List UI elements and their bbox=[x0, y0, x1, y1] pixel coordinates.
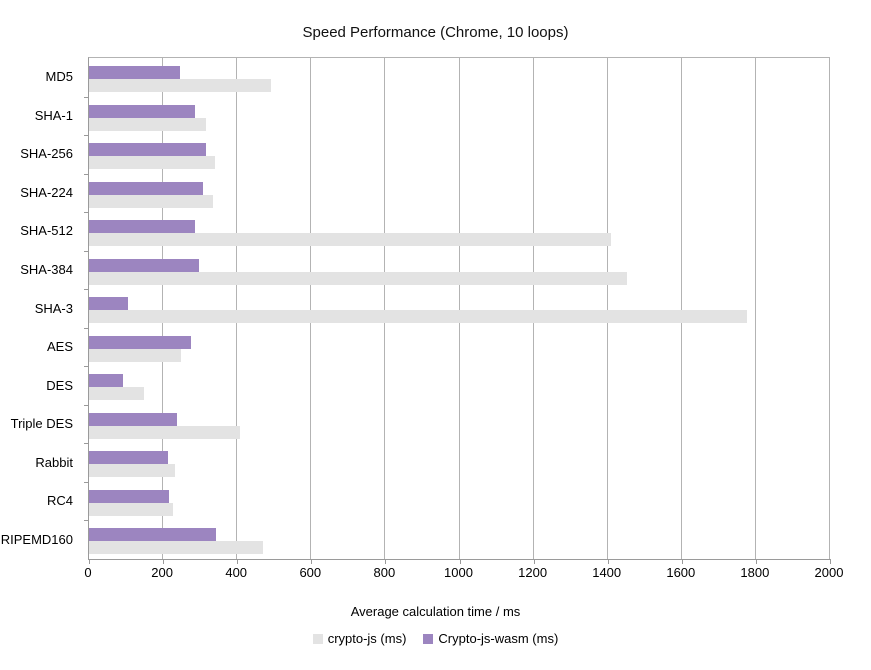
bar-crypto-js-wasm-SHA-384 bbox=[89, 259, 200, 272]
y-axis-tick bbox=[84, 405, 89, 406]
y-category-label-Triple DES: Triple DES bbox=[10, 416, 73, 431]
gridline-200 bbox=[162, 58, 164, 559]
bar-crypto-js-wasm-SHA-256 bbox=[89, 143, 207, 156]
x-tick-label-0: 0 bbox=[84, 565, 92, 580]
y-axis-category-labels: MD5 SHA-1 SHA-256 SHA-224 SHA-512 SHA-384 SHA-… bbox=[0, 57, 80, 558]
y-category-label-Rabbit: Rabbit bbox=[35, 455, 73, 470]
bar-crypto-js-wasm-AES bbox=[89, 336, 192, 349]
bar-crypto-js-RC4 bbox=[89, 503, 174, 516]
x-axis-tick-600 bbox=[311, 559, 313, 564]
y-category-label-MD5: MD5 bbox=[45, 69, 73, 84]
gridline-2000 bbox=[829, 58, 830, 559]
x-axis-title: Average calculation time / ms bbox=[350, 604, 521, 619]
bar-crypto-js-Triple DES bbox=[89, 426, 240, 439]
y-category-label-SHA-3: SHA-3 bbox=[34, 301, 73, 316]
gridline-1600 bbox=[680, 58, 682, 559]
x-axis-tick-0 bbox=[89, 559, 90, 564]
x-axis-tick-1800 bbox=[755, 559, 757, 564]
y-axis-tick bbox=[84, 212, 89, 213]
y-category-label-SHA-384: SHA-384 bbox=[20, 262, 73, 277]
x-axis-tick-1400 bbox=[607, 559, 609, 564]
x-axis-tick-labels: 0 200 400 600 800 1000 1200 1400 1600 1800 2000 bbox=[84, 565, 843, 581]
bar-crypto-js-SHA-1 bbox=[89, 118, 207, 131]
bar-crypto-js-MD5 bbox=[89, 79, 271, 92]
bar-crypto-js-wasm-SHA-512 bbox=[89, 220, 196, 233]
x-tick-label-400: 400 bbox=[225, 565, 248, 580]
y-axis-tick bbox=[84, 174, 89, 175]
y-axis-tick bbox=[84, 443, 89, 444]
bar-crypto-js-SHA-512 bbox=[89, 233, 612, 246]
y-category-label-DES: DES bbox=[46, 378, 73, 393]
x-axis-tick-400 bbox=[237, 559, 239, 564]
y-category-label-SHA-512: SHA-512 bbox=[20, 223, 73, 238]
gridline-1200 bbox=[532, 58, 534, 559]
legend-label-crypto-js: crypto-js (ms) bbox=[327, 631, 407, 646]
y-category-label-AES: AES bbox=[46, 339, 73, 354]
x-tick-label-800: 800 bbox=[373, 565, 396, 580]
y-category-label-RIPEMD160: RIPEMD160 bbox=[0, 532, 73, 547]
chart-title: Speed Performance (Chrome, 10 loops) bbox=[302, 24, 569, 41]
y-axis-tick bbox=[84, 135, 89, 136]
gridline-400 bbox=[236, 58, 238, 559]
x-tick-label-1200: 1200 bbox=[518, 565, 548, 580]
y-category-label-SHA-256: SHA-256 bbox=[20, 146, 73, 161]
gridline-800 bbox=[384, 58, 386, 559]
bar-crypto-js-wasm-SHA-224 bbox=[89, 182, 204, 195]
x-axis-tick-200 bbox=[163, 559, 165, 564]
y-category-label-SHA-224: SHA-224 bbox=[20, 185, 73, 200]
plot-area bbox=[84, 57, 831, 564]
legend-label-crypto-js-wasm: Crypto-js-wasm (ms) bbox=[438, 631, 559, 646]
bar-crypto-js-wasm-SHA-1 bbox=[89, 105, 195, 118]
x-tick-label-200: 200 bbox=[151, 565, 173, 580]
x-tick-label-2000: 2000 bbox=[814, 565, 844, 580]
x-tick-label-1800: 1800 bbox=[740, 565, 770, 580]
bar-crypto-js-wasm-DES bbox=[89, 374, 124, 387]
bar-crypto-js-wasm-Triple DES bbox=[89, 413, 177, 426]
y-category-label-SHA-1: SHA-1 bbox=[34, 108, 73, 123]
x-tick-label-1000: 1000 bbox=[444, 565, 473, 580]
bar-crypto-js-Rabbit bbox=[89, 464, 176, 477]
bar-crypto-js-RIPEMD160 bbox=[89, 541, 264, 554]
legend-swatch-crypto-js-wasm bbox=[423, 633, 434, 644]
y-axis-tick bbox=[84, 520, 89, 521]
y-axis-tick bbox=[84, 251, 89, 252]
x-axis-tick-1200 bbox=[533, 559, 535, 564]
y-axis-tick bbox=[84, 289, 89, 290]
x-tick-label-600: 600 bbox=[299, 565, 322, 580]
legend: crypto-js (ms) Crypto-js-wasm (ms) bbox=[0, 631, 871, 646]
bar-crypto-js-wasm-MD5 bbox=[89, 66, 180, 79]
y-axis-tick bbox=[84, 482, 89, 483]
x-axis-tick-1000 bbox=[459, 559, 461, 564]
bar-crypto-js-DES bbox=[89, 387, 144, 400]
bar-crypto-js-AES bbox=[89, 349, 181, 362]
legend-swatch-crypto-js bbox=[312, 633, 323, 644]
gridline-1000 bbox=[458, 58, 460, 559]
x-tick-label-1400: 1400 bbox=[592, 565, 622, 580]
bar-crypto-js-wasm-RC4 bbox=[89, 490, 170, 503]
gridline-1800 bbox=[754, 58, 756, 559]
x-axis-tick-800 bbox=[385, 559, 387, 564]
bar-crypto-js-wasm-SHA-3 bbox=[89, 297, 128, 310]
x-axis-tick-2000 bbox=[830, 559, 831, 564]
y-axis-tick bbox=[84, 328, 89, 329]
gridline-1400 bbox=[606, 58, 608, 559]
bar-crypto-js-SHA-256 bbox=[89, 156, 216, 169]
y-axis-tick bbox=[84, 366, 89, 367]
bar-crypto-js-SHA-3 bbox=[89, 310, 748, 323]
bar-crypto-js-wasm-Rabbit bbox=[89, 451, 168, 464]
bar-crypto-js-SHA-224 bbox=[89, 195, 213, 208]
gridline-600 bbox=[310, 58, 312, 559]
x-tick-label-1600: 1600 bbox=[666, 565, 696, 580]
bar-crypto-js-wasm-RIPEMD160 bbox=[89, 528, 217, 541]
y-axis-tick bbox=[84, 97, 89, 98]
x-axis-tick-1600 bbox=[681, 559, 683, 564]
y-category-label-RC4: RC4 bbox=[46, 493, 73, 508]
bar-crypto-js-SHA-384 bbox=[89, 272, 627, 285]
